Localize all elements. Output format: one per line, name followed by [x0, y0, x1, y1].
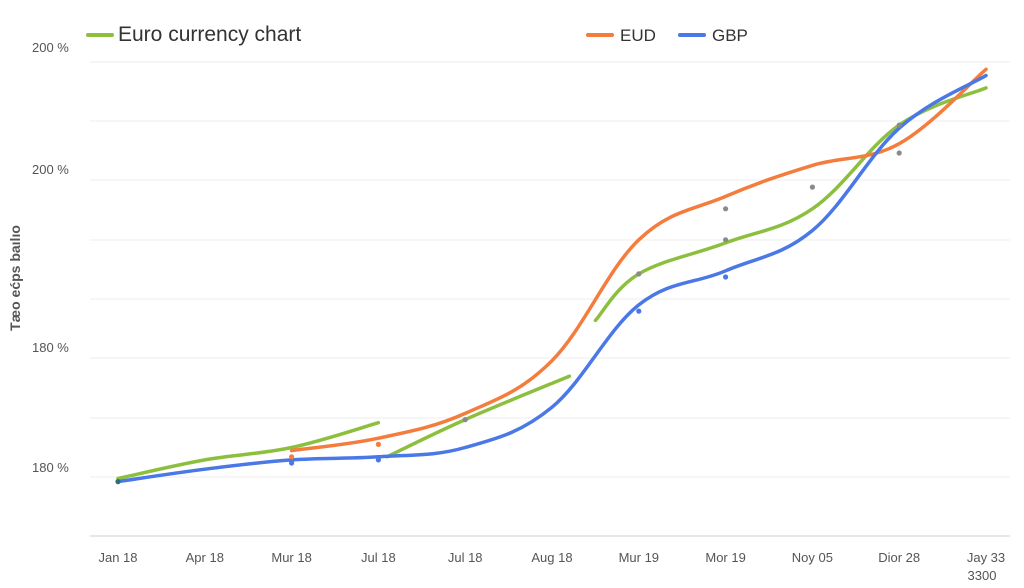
- x-tick-label: Mur 19: [619, 550, 659, 565]
- x-extra-label: 3300: [968, 568, 997, 583]
- chart-title: Euro currency chart: [118, 23, 301, 46]
- x-tick-label: Jul 18: [448, 550, 483, 565]
- data-marker: [636, 308, 642, 314]
- data-marker: [289, 454, 295, 460]
- y-tick-label: 200 %: [32, 162, 69, 177]
- data-marker: [115, 479, 121, 485]
- series-line-1-segment-1: [116, 420, 381, 481]
- data-marker: [896, 122, 902, 128]
- data-marker: [723, 206, 729, 212]
- grid-lines: [90, 61, 1010, 537]
- x-tick-label: Jan 18: [98, 550, 137, 565]
- x-tick-label: Dior 28: [878, 550, 920, 565]
- data-marker: [723, 237, 729, 243]
- data-marker: [723, 274, 729, 280]
- x-tick-label: Apr 18: [186, 550, 224, 565]
- series-line-2-segment-1: [289, 67, 988, 453]
- y-tick-label: 180 %: [32, 340, 69, 355]
- data-marker: [289, 460, 295, 466]
- y-tick-label: 180 %: [32, 460, 69, 475]
- data-marker: [896, 150, 902, 156]
- data-marker: [375, 457, 381, 463]
- series-line-3-segment-1: [116, 73, 988, 484]
- x-axis-ticks: Jan 18 Apr 18 Mur 18 Jul 18 Jul 18 Aug 18 Mur …: [98, 550, 1005, 565]
- y-tick-label: 200 %: [32, 40, 69, 55]
- data-marker: [636, 271, 642, 277]
- data-markers: [115, 122, 902, 485]
- legend-label-gbp: GBP: [712, 26, 748, 45]
- x-tick-label: Noy 05: [792, 550, 833, 565]
- x-tick-label: Aug 18: [531, 550, 572, 565]
- y-axis-ticks: 200 % 200 % 180 % 180 %: [32, 40, 69, 475]
- x-tick-label: Jay 33: [967, 550, 1005, 565]
- data-marker: [375, 441, 381, 447]
- x-tick-label: Jul 18: [361, 550, 396, 565]
- x-tick-label: Mur 18: [271, 550, 311, 565]
- data-marker: [462, 417, 468, 423]
- legend-label-eud: EUD: [620, 26, 656, 45]
- y-axis-label: Tæo ećps baılıo: [7, 225, 23, 331]
- data-marker: [809, 184, 816, 190]
- x-tick-label: Mor 19: [705, 550, 745, 565]
- series-lines: [116, 67, 988, 484]
